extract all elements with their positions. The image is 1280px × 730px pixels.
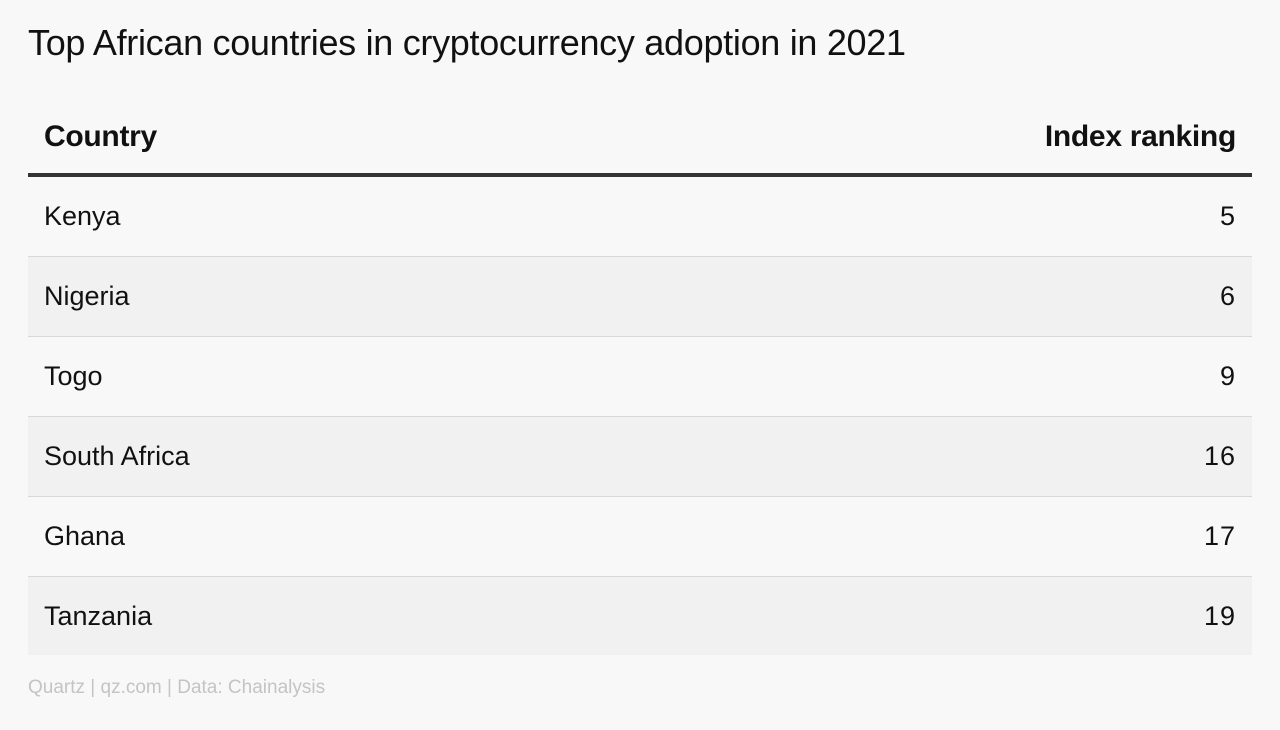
index-ranking-cell: 17 — [1203, 521, 1236, 551]
country-cell: Ghana — [44, 521, 126, 551]
table-row: South Africa 16 — [28, 417, 1252, 497]
country-cell: Tanzania — [44, 600, 153, 631]
table-row: Ghana 17 — [28, 497, 1252, 577]
source-credit: Quartz | qz.com | Data: Chainalysis — [28, 677, 326, 698]
country-cell: Togo — [44, 361, 103, 391]
table-row: Tanzania 19 — [28, 577, 1252, 655]
index-ranking-cell: 5 — [1219, 201, 1236, 231]
table-row: Togo 9 — [28, 337, 1252, 417]
index-ranking-cell: 16 — [1203, 441, 1236, 471]
table-row: Nigeria 6 — [28, 257, 1252, 337]
table-body: Kenya 5 Nigeria 6 Togo 9 South Africa 16 Ghana 17… — [28, 177, 1252, 655]
index-ranking-cell: 9 — [1219, 361, 1236, 391]
country-cell: South Africa — [44, 441, 190, 471]
table-row: Kenya 5 — [28, 177, 1252, 257]
column-header-index-ranking: Index ranking — [1044, 119, 1236, 153]
country-cell: Kenya — [44, 201, 121, 231]
index-ranking-cell: 19 — [1203, 600, 1236, 631]
index-ranking-cell: 6 — [1219, 281, 1236, 311]
column-header-country: Country — [44, 119, 157, 153]
table-header: Country Index ranking — [28, 100, 1252, 177]
chart-title: Top African countries in cryptocurrency … — [28, 22, 906, 63]
country-cell: Nigeria — [44, 281, 130, 311]
ranking-table: Country Index ranking Kenya 5 Nigeria 6 Togo… — [28, 100, 1252, 655]
